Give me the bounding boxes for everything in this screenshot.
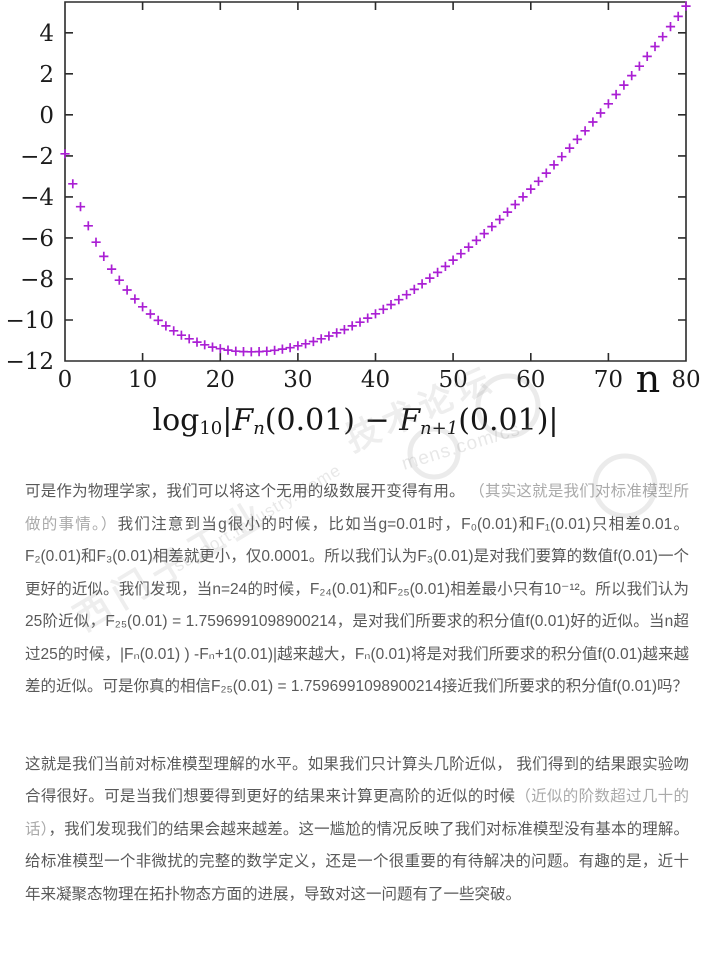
x-tick-label: 0 [58, 367, 73, 393]
y-tick-label: −8 [20, 267, 54, 293]
text-segment: ，我们发现我们的结果会越来越差。这一尴尬的情况反映了我们对标准模型没有基本的理解… [25, 820, 689, 903]
x-tick-label: 40 [361, 367, 390, 393]
chart-caption: log10|Fn(0.01) − Fn+1(0.01)| [0, 400, 711, 446]
text-segment: (0.01) − [264, 403, 400, 438]
y-tick-label: 4 [39, 21, 54, 47]
x-axis-label: n [636, 357, 660, 394]
y-tick-label: −12 [5, 349, 54, 375]
article-paragraph: 这就是我们当前对标准模型理解的水平。如果我们只计算头几阶近似， 我们得到的结果跟… [25, 749, 689, 912]
x-tick-label: 60 [516, 367, 545, 393]
x-tick-label: 50 [438, 367, 467, 393]
text-segment: n [253, 417, 265, 439]
x-tick-label: 10 [128, 367, 157, 393]
data-points [60, 1, 691, 357]
muted-text-segment: （近似的阶数超过几十的话） [25, 788, 689, 838]
text-segment: n+1 [420, 417, 459, 439]
y-tick-label: −6 [20, 226, 54, 252]
y-tick-label: 0 [39, 103, 54, 129]
x-tick-label: 70 [594, 367, 623, 393]
text-segment: 我们注意到当g很小的时候，比如当g=0.01时，F₀(0.01)和F₁(0.01… [25, 515, 689, 696]
text-segment: log [152, 403, 200, 438]
article-page: −12 −10 −8 −6 −4 −2 0 2 4 0 10 20 30 40 50 60 70 80 n log1… [0, 0, 711, 911]
y-tick-label: 2 [39, 62, 54, 88]
article-paragraph: 可是作为物理学家，我们可以将这个无用的级数展开变得有用。 （其实这就是我们对标准… [25, 476, 689, 704]
y-tick-label: −4 [20, 185, 54, 211]
text-segment: (0.01)| [458, 403, 559, 438]
text-segment: 可是作为物理学家，我们可以将这个无用的级数展开变得有用。 [25, 483, 470, 500]
y-tick-label: −10 [5, 308, 54, 334]
x-tick-label: 30 [283, 367, 312, 393]
x-tick-label: 20 [206, 367, 235, 393]
text-segment: | [222, 403, 233, 438]
y-tick-label: −2 [20, 144, 54, 170]
text-segment: 10 [199, 417, 223, 439]
x-tick-label: 80 [671, 367, 700, 393]
chart-figure: −12 −10 −8 −6 −4 −2 0 2 4 0 10 20 30 40 50 60 70 80 n log1… [0, 0, 711, 446]
axes-frame [64, 1, 687, 362]
muted-text-segment: （其实这就是我们对标准模型所做的事情。） [25, 483, 689, 533]
article-body: 可是作为物理学家，我们可以将这个无用的级数展开变得有用。 （其实这就是我们对标准… [0, 476, 711, 911]
text-segment: 这就是我们当前对标准模型理解的水平。如果我们只计算头几阶近似， 我们得到的结果跟… [25, 755, 689, 806]
text-segment: F [232, 403, 254, 438]
text-segment: F [399, 403, 421, 438]
